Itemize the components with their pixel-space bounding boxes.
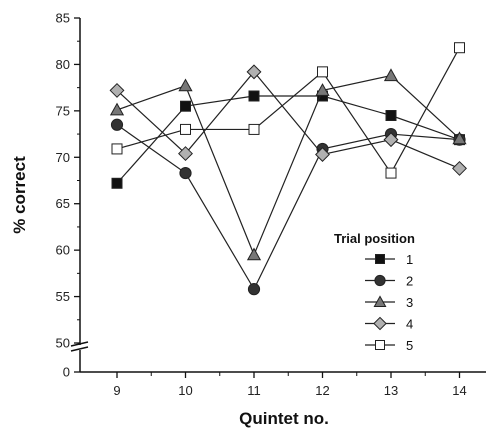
data-point <box>454 42 465 54</box>
data-point <box>109 82 125 98</box>
legend-entry-2: 2 <box>365 274 413 289</box>
y-tick-label: 50 <box>56 336 70 351</box>
legend-marker <box>373 316 387 331</box>
data-point <box>111 143 123 155</box>
plot-frame <box>70 18 486 373</box>
data-point <box>383 132 399 148</box>
series-layer <box>109 42 467 296</box>
data-point <box>178 78 193 92</box>
data-point <box>109 102 125 116</box>
y-tick-label: 60 <box>56 243 70 258</box>
y-ticks: 85 80 75 70 65 60 55 50 0 <box>56 11 80 380</box>
data-point <box>385 167 397 179</box>
series-line <box>116 95 460 184</box>
legend-title: Trial position <box>334 231 415 246</box>
data-point <box>247 283 261 296</box>
legend-label: 2 <box>406 274 413 289</box>
y-axis-title: % correct <box>10 156 29 234</box>
data-point <box>110 118 124 131</box>
y-tick-label: 85 <box>56 11 70 26</box>
series-4 <box>109 64 467 176</box>
y-tick-label: 0 <box>63 365 70 380</box>
legend-marker <box>375 340 385 350</box>
x-tick-label: 13 <box>384 383 398 398</box>
series-line <box>116 74 460 257</box>
series-2 <box>110 118 466 296</box>
legend-marker <box>375 254 385 264</box>
data-point <box>452 131 467 145</box>
x-tick-label: 11 <box>247 383 261 398</box>
x-tick-label: 12 <box>315 383 329 398</box>
data-point <box>246 247 262 261</box>
legend-marker <box>373 295 387 307</box>
data-point <box>315 83 330 96</box>
x-tick-label: 14 <box>452 383 466 398</box>
data-point <box>180 123 191 135</box>
legend-entry-4: 4 <box>365 317 413 332</box>
series-3 <box>109 68 467 261</box>
data-point <box>248 123 260 135</box>
axis-break-mark <box>70 341 89 352</box>
data-point <box>315 147 330 162</box>
data-point <box>248 90 260 102</box>
data-point <box>246 64 262 80</box>
y-tick-label: 75 <box>56 103 70 118</box>
data-point <box>180 100 191 112</box>
data-point <box>111 177 123 189</box>
x-tick-label: 10 <box>178 383 192 398</box>
legend-marker <box>374 274 386 287</box>
y-tick-label: 65 <box>56 196 70 211</box>
data-point <box>452 160 467 176</box>
data-point <box>178 146 193 162</box>
series-5 <box>111 42 465 179</box>
data-point <box>385 110 397 121</box>
data-point <box>317 66 328 78</box>
x-ticks: 9 10 11 12 13 14 <box>113 372 467 398</box>
legend-entry-3: 3 <box>365 295 413 310</box>
x-tick-label: 9 <box>113 383 120 398</box>
series-line <box>116 70 460 169</box>
y-tick-label: 70 <box>56 150 70 165</box>
legend-label: 3 <box>406 295 413 310</box>
legend-entry-1: 1 <box>365 252 413 267</box>
data-point <box>383 68 399 82</box>
legend: Trial position 1 2 3 4 5 <box>334 231 415 353</box>
legend-entry-5: 5 <box>365 338 413 353</box>
series-1 <box>111 90 465 189</box>
legend-label: 5 <box>406 338 413 353</box>
x-axis-title: Quintet no. <box>239 409 329 428</box>
series-line <box>116 124 460 291</box>
series-line <box>116 47 461 175</box>
y-tick-label: 80 <box>56 57 70 72</box>
legend-label: 1 <box>406 252 413 267</box>
legend-label: 4 <box>406 317 413 332</box>
data-point <box>179 166 192 180</box>
y-tick-label: 55 <box>56 289 70 304</box>
